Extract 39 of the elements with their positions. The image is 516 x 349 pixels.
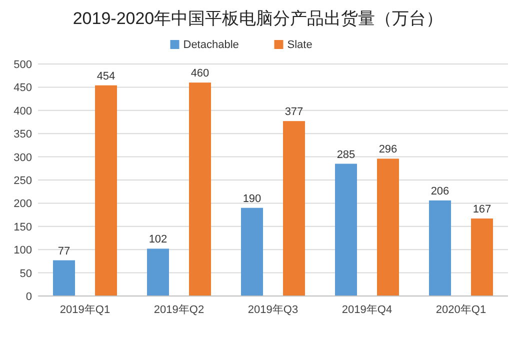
data-label: 77: [58, 245, 70, 258]
y-tick-label: 50: [20, 268, 32, 280]
data-label: 296: [378, 144, 398, 156]
data-label: 285: [336, 148, 356, 161]
y-tick-label: 250: [14, 175, 32, 187]
bar: [471, 218, 493, 296]
y-tick-label: 300: [14, 152, 32, 164]
y-tick-label: 500: [14, 59, 32, 71]
y-tick-label: 450: [14, 82, 32, 94]
bar: [241, 208, 263, 296]
bar: [429, 200, 451, 296]
x-tick-label: 2020年Q1: [436, 304, 486, 316]
data-label: 454: [96, 70, 116, 82]
x-tick-label: 2019年Q4: [342, 304, 392, 316]
data-label: 377: [284, 106, 304, 118]
y-tick-label: 150: [14, 221, 32, 234]
bar: [147, 248, 169, 296]
bar: [283, 121, 305, 296]
data-label: 102: [148, 234, 168, 246]
legend-label: Slate: [287, 39, 312, 51]
y-tick-label: 100: [14, 244, 32, 257]
x-tick-label: 2019年Q3: [248, 304, 298, 316]
data-label: 190: [242, 192, 262, 205]
bar: [53, 260, 75, 296]
bar: [335, 164, 357, 296]
x-tick-label: 2019年Q1: [60, 304, 110, 316]
bar: [95, 85, 117, 296]
y-tick-label: 0: [26, 291, 32, 303]
chart-title: 2019-2020年中国平板电脑分产品出货量（万台）: [72, 9, 444, 28]
bar: [189, 82, 211, 296]
legend-label: Detachable: [183, 39, 239, 51]
y-tick-label: 400: [14, 105, 32, 118]
bar: [377, 158, 399, 296]
data-label: 206: [430, 185, 450, 198]
x-tick-label: 2019年Q2: [154, 304, 204, 316]
y-tick-label: 200: [14, 198, 32, 210]
data-label: 167: [472, 204, 492, 216]
data-label: 460: [190, 68, 210, 80]
y-tick-label: 350: [14, 128, 32, 141]
